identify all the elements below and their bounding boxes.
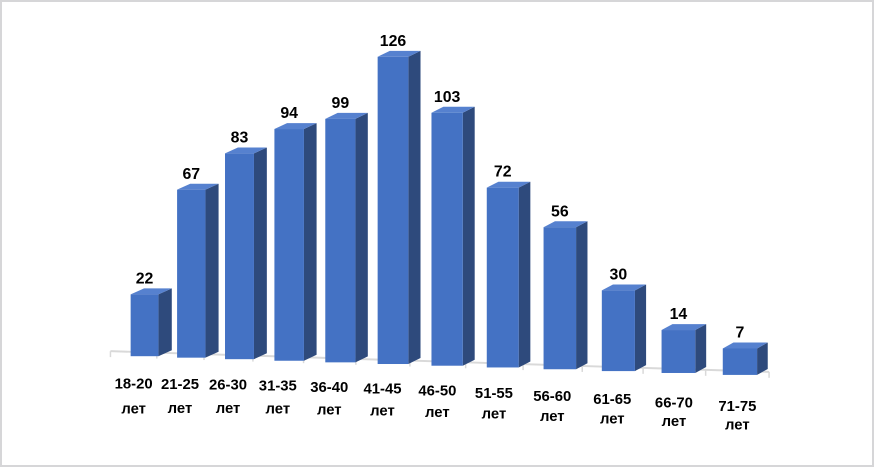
category-label-46-50-лет: 46-50 xyxy=(418,384,456,400)
bar-66-70-лет xyxy=(661,324,707,373)
bar-front-face xyxy=(431,112,463,366)
bar-front-face xyxy=(377,56,409,365)
bar-side-face xyxy=(303,123,317,361)
category-label-66-70-лет: 66-70 xyxy=(655,395,693,411)
bars xyxy=(130,50,768,375)
bar-top-face xyxy=(130,288,172,295)
category-label-36-40-лет: 36-40 xyxy=(310,380,348,396)
category-label-unit-71-75-лет: лет xyxy=(725,417,750,433)
bar-side-face xyxy=(518,181,531,368)
category-label-unit-61-65-лет: лет xyxy=(600,411,625,427)
value-label-51-55-лет: 72 xyxy=(494,164,512,181)
bar-31-35-лет xyxy=(274,123,317,361)
category-label-41-45-лет: 41-45 xyxy=(363,382,401,398)
category-label-unit-46-50-лет: лет xyxy=(425,405,450,421)
bar-side-face xyxy=(355,112,368,363)
bar-top-face xyxy=(486,181,531,188)
category-label-unit-51-55-лет: лет xyxy=(482,407,507,423)
category-label-56-60-лет: 56-60 xyxy=(533,389,571,405)
bar-top-face xyxy=(274,123,317,130)
value-label-18-20-лет: 22 xyxy=(136,270,154,287)
category-label-unit-41-45-лет: лет xyxy=(370,403,395,419)
bar-top-face xyxy=(661,324,707,331)
bar-top-face xyxy=(377,50,421,57)
bar-side-face xyxy=(576,221,588,370)
bar-top-face xyxy=(722,342,768,349)
value-label-36-40-лет: 99 xyxy=(332,95,350,112)
bar-side-face xyxy=(408,50,421,365)
value-label-26-30-лет: 83 xyxy=(231,130,249,147)
bar-side-face xyxy=(634,284,647,372)
category-label-21-25-лет: 21-25 xyxy=(161,377,199,393)
bar-side-face xyxy=(158,288,172,357)
value-label-41-45-лет: 126 xyxy=(380,33,407,50)
value-label-61-65-лет: 30 xyxy=(610,266,628,283)
bar-41-45-лет xyxy=(377,50,421,365)
bar-front-face xyxy=(486,187,519,368)
bar-51-55-лет xyxy=(486,181,531,368)
bar-side-face xyxy=(205,183,219,358)
bar-71-75-лет xyxy=(722,342,768,375)
category-label-unit-56-60-лет: лет xyxy=(540,409,565,425)
value-label-56-60-лет: 56 xyxy=(551,203,569,220)
category-label-31-35-лет: 31-35 xyxy=(259,379,297,395)
value-label-31-35-лет: 94 xyxy=(280,105,298,122)
bar-61-65-лет xyxy=(601,284,647,372)
category-label-unit-26-30-лет: лет xyxy=(216,401,241,417)
category-label-26-30-лет: 26-30 xyxy=(209,378,247,394)
bar-56-60-лет xyxy=(543,221,588,370)
bar-18-20-лет xyxy=(130,288,172,357)
category-label-51-55-лет: 51-55 xyxy=(475,386,513,402)
bar-top-face xyxy=(543,221,588,228)
bar-side-face xyxy=(757,342,768,375)
category-label-18-20-лет: 18-20 xyxy=(115,377,153,393)
bar-front-face xyxy=(274,129,304,361)
category-label-unit-36-40-лет: лет xyxy=(317,402,342,418)
bar-side-face xyxy=(462,106,475,366)
category-label-61-65-лет: 61-65 xyxy=(593,392,631,408)
value-label-21-25-лет: 67 xyxy=(182,166,200,183)
bar-front-face xyxy=(543,227,577,370)
bar-front-face xyxy=(601,290,635,372)
bar-front-face xyxy=(177,189,206,358)
bar-front-face xyxy=(722,348,758,375)
value-label-66-70-лет: 14 xyxy=(670,306,688,323)
category-label-unit-18-20-лет: лет xyxy=(121,401,146,417)
bar-front-face xyxy=(325,118,356,363)
labels: 22 18-20 лет 67 21-25 лет 83 26-30 лет 94 31-35 лет… xyxy=(115,33,757,434)
bar-front-face xyxy=(130,294,159,357)
bar-top-face xyxy=(325,112,368,119)
bar-21-25-лет xyxy=(177,183,219,358)
bar-front-face xyxy=(225,153,254,360)
value-label-46-50-лет: 103 xyxy=(434,89,461,106)
bar-36-40-лет xyxy=(325,112,368,363)
bar-46-50-лет xyxy=(431,106,475,366)
bar-front-face xyxy=(661,330,696,373)
bar-side-face xyxy=(695,324,707,373)
bar-top-face xyxy=(225,147,267,154)
value-label-71-75-лет: 7 xyxy=(736,325,745,342)
bar-top-face xyxy=(601,284,647,291)
bar-26-30-лет xyxy=(225,147,267,360)
category-label-unit-21-25-лет: лет xyxy=(168,401,193,417)
category-label-unit-66-70-лет: лет xyxy=(662,414,687,430)
bar-side-face xyxy=(253,147,267,360)
bar-top-face xyxy=(431,106,475,113)
bar-top-face xyxy=(177,183,219,190)
category-label-71-75-лет: 71-75 xyxy=(718,399,756,415)
category-label-unit-31-35-лет: лет xyxy=(266,402,291,418)
